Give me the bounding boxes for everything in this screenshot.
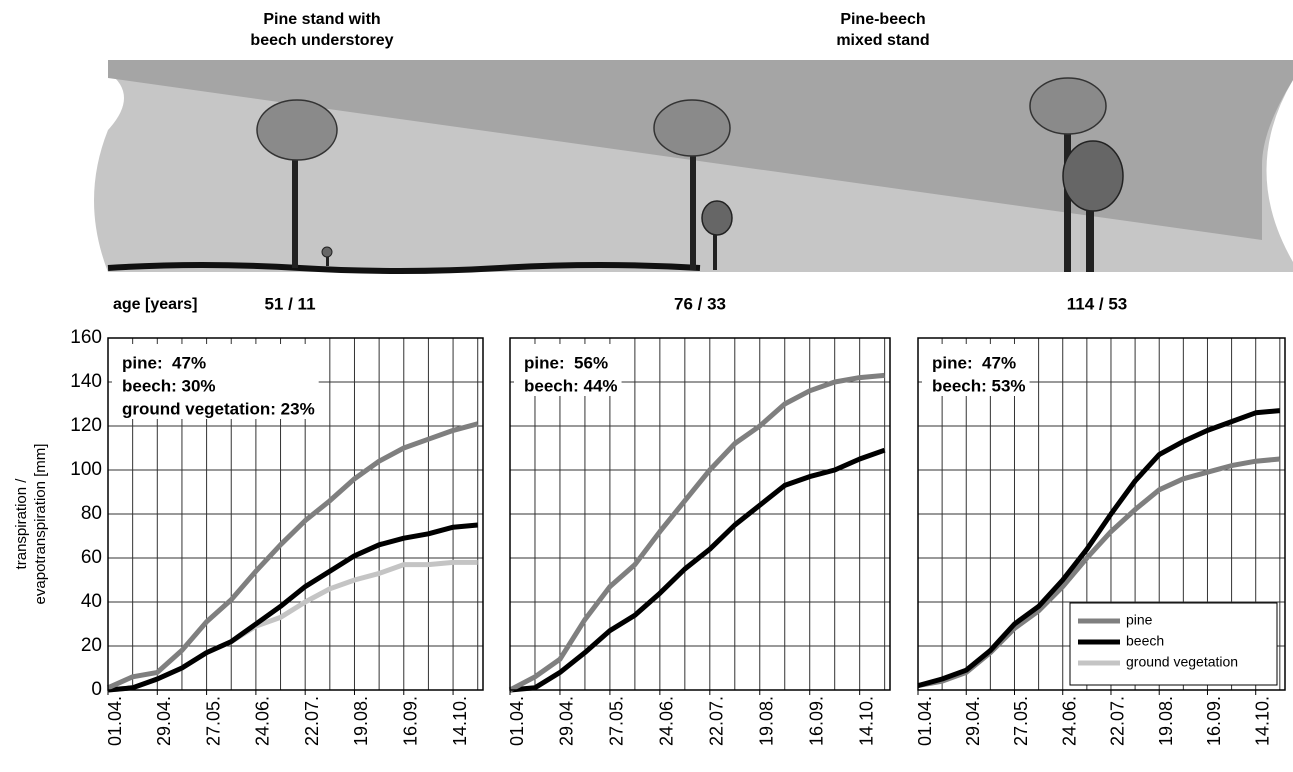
legend-label: beech	[1126, 633, 1164, 649]
annotation-text: pine: 47%	[932, 353, 1016, 372]
y-tick-label: 60	[81, 547, 102, 568]
annotation-text: ground vegetation: 23%	[122, 399, 315, 418]
x-tick-label: 27.05.	[203, 696, 223, 746]
annotation: pine: 47% beech: 30% ground vegetation: 23…	[112, 344, 319, 419]
y-tick-label: 100	[70, 459, 102, 480]
x-tick-label: 29.04.	[557, 696, 577, 746]
figure: Pine stand with beech understorey Pine-b…	[0, 0, 1293, 767]
annotation-text: beech: 53%	[932, 376, 1026, 395]
stand-title: mixed stand	[836, 32, 929, 49]
x-tick-label: 01.04.	[105, 696, 125, 746]
y-tick-label: 120	[70, 415, 102, 436]
x-tick-label: 22.07.	[302, 696, 322, 746]
x-tick-label: 24.06.	[253, 696, 273, 746]
annotation-text: beech: 44%	[524, 376, 618, 395]
age-value: 51 / 11	[264, 294, 315, 313]
x-tick-label: 16.09.	[806, 696, 826, 746]
annotation-text: beech: 30%	[122, 376, 216, 395]
x-tick-label: 19.08.	[757, 696, 777, 746]
y-tick-label: 160	[70, 327, 102, 348]
x-tick-label: 27.05.	[607, 696, 627, 746]
x-tick-label: 14.10.	[1252, 696, 1272, 746]
x-tick-label: 29.04.	[154, 696, 174, 746]
x-tick-label: 19.08.	[351, 696, 371, 746]
x-tick-label: 01.04.	[507, 696, 527, 746]
x-tick-label: 27.05.	[1011, 696, 1031, 746]
stand-title: Pine stand with	[263, 11, 380, 28]
x-tick-label: 24.06.	[1059, 696, 1079, 746]
annotation: pine: 56% beech: 44%	[514, 344, 622, 396]
age-label: age [years]	[113, 296, 198, 313]
y-tick-label: 80	[81, 503, 102, 524]
x-tick-label: 14.10.	[856, 696, 876, 746]
annotation: pine: 47% beech: 53%	[922, 344, 1030, 396]
x-tick-label: 16.09.	[1204, 696, 1224, 746]
x-tick-label: 01.04.	[915, 696, 935, 746]
y-tick-label: 140	[70, 371, 102, 392]
x-tick-label: 22.07.	[1108, 696, 1128, 746]
stand-title: Pine-beech	[840, 11, 925, 28]
annotation-text: pine: 56%	[524, 353, 608, 372]
y-tick-label: 40	[81, 591, 102, 612]
age-value: 114 / 53	[1067, 294, 1128, 313]
y-tick-label: 0	[91, 679, 102, 700]
annotation-text: pine: 47%	[122, 353, 206, 372]
legend-label: ground vegetation	[1126, 654, 1238, 670]
x-tick-label: 29.04.	[963, 696, 983, 746]
y-axis-label: transpiration /	[13, 478, 30, 570]
page: {"illustration": { "titles": [["Pine sta…	[0, 0, 1293, 767]
stand-title: beech understorey	[250, 32, 393, 49]
x-tick-label: 16.09.	[401, 696, 421, 746]
y-axis-label: evapotranspiration [mm]	[32, 444, 49, 605]
x-tick-label: 14.10.	[450, 696, 470, 746]
age-value: 76 / 33	[674, 294, 726, 313]
y-tick-label: 20	[81, 635, 102, 656]
x-tick-label: 19.08.	[1156, 696, 1176, 746]
legend-label: pine	[1126, 612, 1153, 628]
x-tick-label: 22.07.	[707, 696, 727, 746]
x-tick-label: 24.06.	[657, 696, 677, 746]
